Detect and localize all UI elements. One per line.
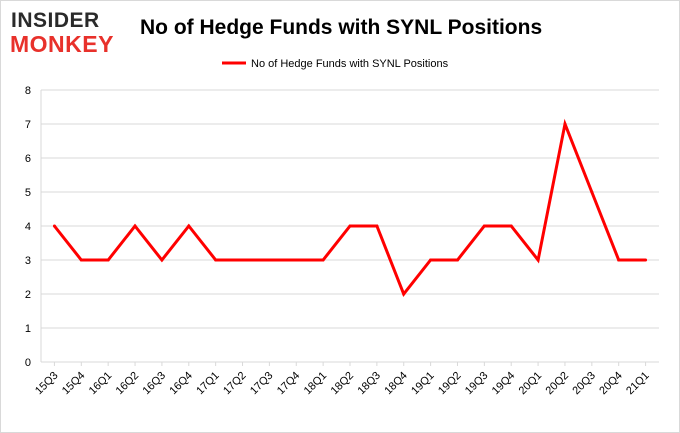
x-tick-label: 18Q4 (382, 370, 410, 398)
data-point (563, 122, 567, 126)
legend: No of Hedge Funds with SYNL Positions (222, 58, 449, 70)
y-axis-ticks: 0 1 2 3 4 5 6 7 8 (25, 85, 31, 369)
logo-line-2: MONKEY (10, 31, 114, 57)
x-tick-label: 20Q2 (544, 370, 572, 398)
data-point (294, 258, 298, 262)
x-tick-label: 17Q2 (221, 370, 249, 398)
x-tick-label: 18Q1 (302, 370, 330, 398)
data-point (455, 258, 459, 262)
x-tick-label: 16Q4 (167, 370, 195, 398)
data-point (617, 258, 621, 262)
x-tick-label: 16Q2 (114, 370, 142, 398)
data-point (402, 292, 406, 296)
x-tick-label: 15Q4 (60, 370, 88, 398)
x-tick-label: 17Q1 (194, 370, 222, 398)
series-layer (52, 118, 648, 297)
x-tick-label: 16Q1 (87, 370, 115, 398)
y-tick-label: 4 (25, 221, 31, 233)
data-point (267, 258, 271, 262)
data-point (79, 258, 83, 262)
data-point (160, 258, 164, 262)
x-tick-label: 16Q3 (141, 370, 169, 398)
legend-label: No of Hedge Funds with SYNL Positions (251, 58, 449, 70)
data-point (241, 258, 245, 262)
data-point (536, 258, 540, 262)
x-tick-label: 19Q1 (409, 370, 437, 398)
data-point (348, 224, 352, 228)
x-tick-label: 19Q3 (463, 370, 491, 398)
data-point (482, 224, 486, 228)
data-point (590, 190, 594, 194)
series-line-0 (53, 118, 646, 297)
y-tick-label: 2 (25, 289, 31, 301)
data-point (644, 258, 648, 262)
x-tick-label: 19Q2 (436, 370, 464, 398)
y-tick-label: 3 (25, 255, 31, 267)
x-tick-label: 21Q1 (624, 370, 652, 398)
data-point (214, 258, 218, 262)
y-tick-label: 5 (25, 187, 31, 199)
x-tick-label: 18Q3 (355, 370, 383, 398)
x-tick-label: 17Q3 (248, 370, 276, 398)
insider-monkey-logo: INSIDER MONKEY (10, 8, 130, 56)
x-tick-label: 15Q3 (33, 370, 61, 398)
x-tick-label: 20Q3 (570, 370, 598, 398)
x-tick-label: 20Q4 (597, 370, 625, 398)
y-tick-label: 0 (25, 357, 31, 369)
x-tick-label: 20Q1 (517, 370, 545, 398)
x-tick-label: 18Q2 (329, 370, 357, 398)
y-tick-label: 1 (25, 323, 31, 335)
x-axis-ticks: 15Q3 15Q4 16Q1 16Q2 16Q3 16Q4 17Q1 17Q2 17Q3 17Q4… (33, 362, 652, 397)
data-point (321, 258, 325, 262)
x-tick-label: 17Q4 (275, 370, 303, 398)
data-point (133, 224, 137, 228)
y-tick-label: 7 (25, 119, 31, 131)
chart-title: No of Hedge Funds with SYNL Positions (140, 16, 543, 39)
data-point (187, 224, 191, 228)
data-point (375, 224, 379, 228)
y-tick-label: 8 (25, 85, 31, 97)
data-point (52, 224, 56, 228)
data-point (106, 258, 110, 262)
x-tick-label: 19Q4 (490, 370, 518, 398)
data-point (509, 224, 513, 228)
logo-line-1: INSIDER (11, 9, 100, 32)
data-point (429, 258, 433, 262)
y-tick-label: 6 (25, 153, 31, 165)
gridlines (40, 89, 659, 363)
